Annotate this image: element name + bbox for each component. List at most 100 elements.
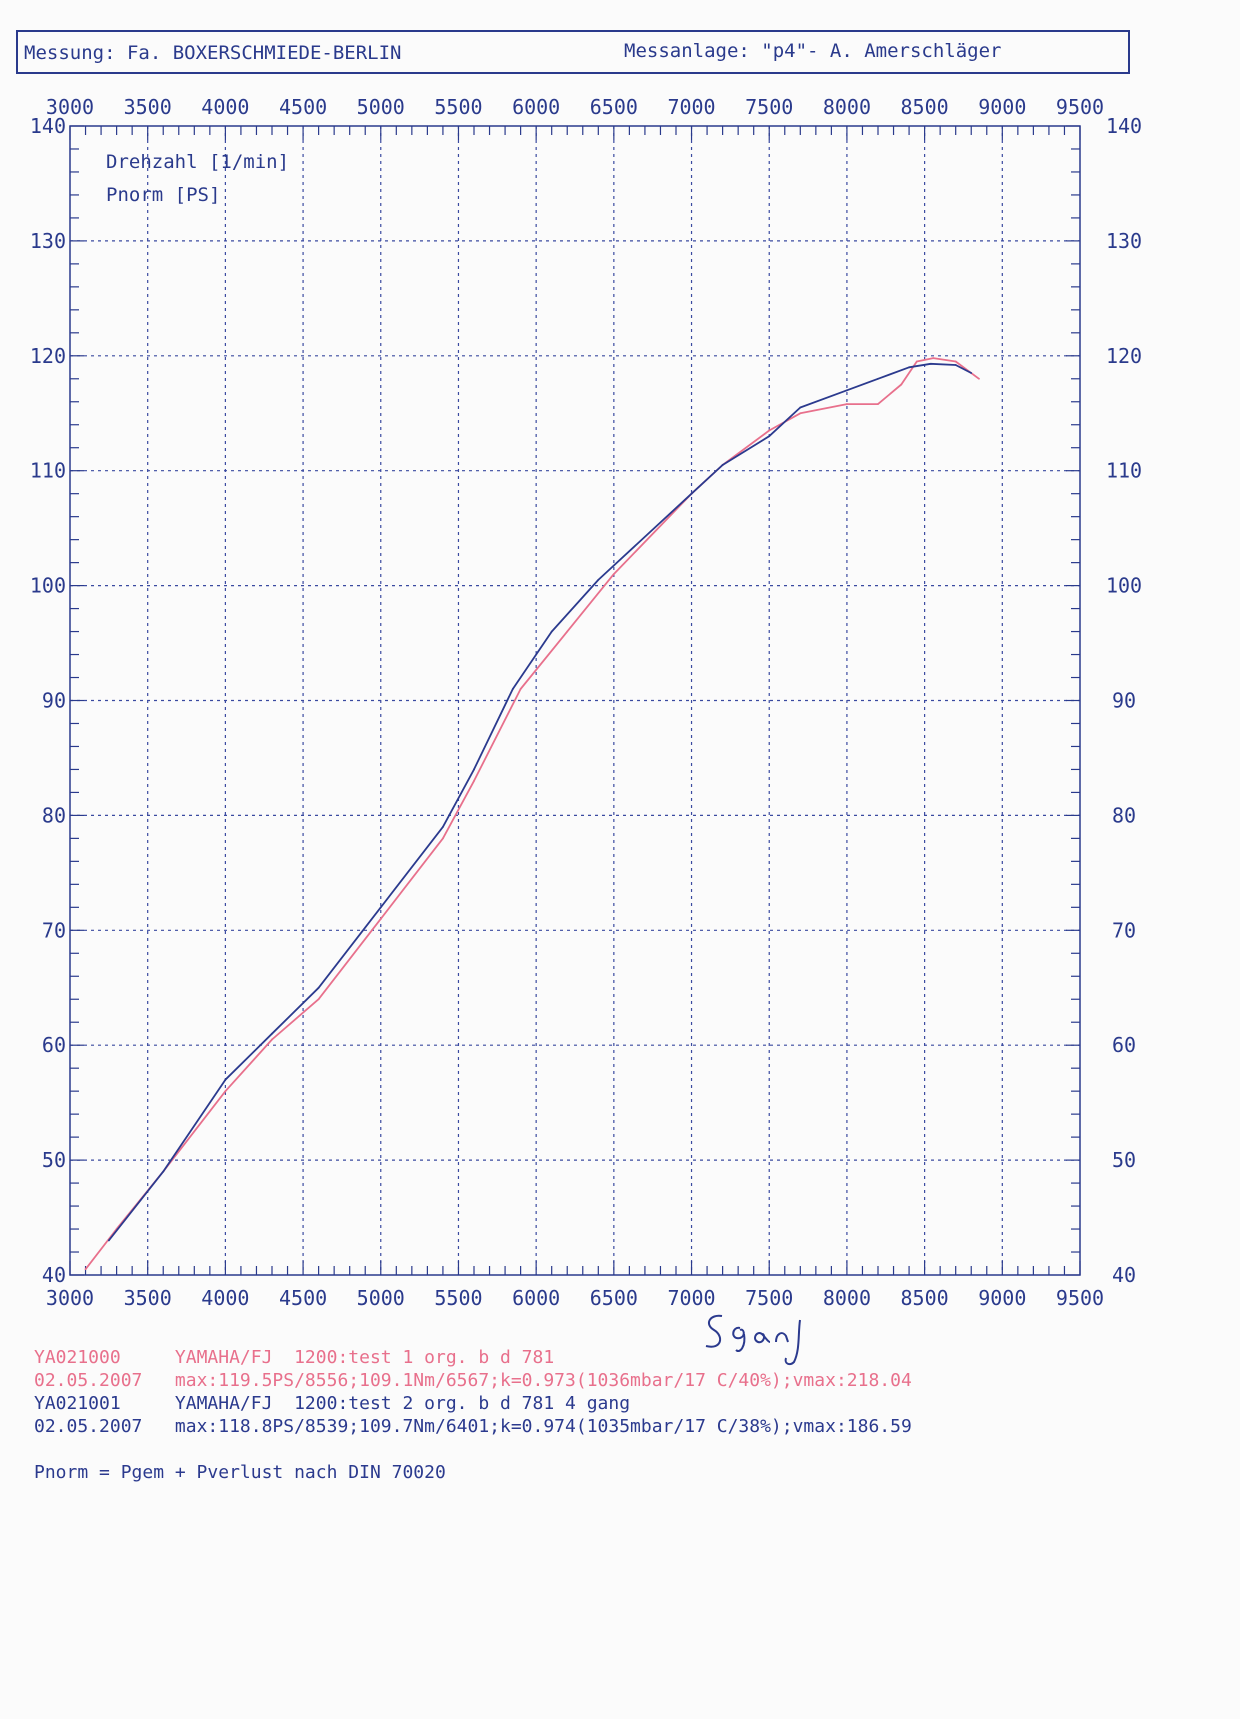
series-point: [877, 377, 879, 380]
series-point: [846, 403, 848, 405]
x-tick-label-bottom: 8000: [823, 1286, 871, 1310]
x-tick-label-top: 4500: [279, 95, 327, 119]
series-point: [915, 360, 918, 363]
run1-stats: max:119.5PS/8556;109.1Nm/6567;k=0.973(10…: [174, 1370, 912, 1391]
x-tick-label-top: 6000: [512, 95, 560, 119]
series-point: [317, 998, 320, 1001]
y-tick-label-right: 90: [1112, 689, 1136, 713]
header-facility: Messanlage: "p4"- A. Amerschläger: [624, 40, 1002, 62]
y-tick-label-left: 100: [30, 574, 66, 598]
handwritten-note-5-gang: [705, 1314, 801, 1366]
x-tick-label-bottom: 3500: [124, 1286, 172, 1310]
y-tick-label-right: 50: [1112, 1148, 1136, 1172]
series-point: [473, 780, 475, 782]
run2-date: 02.05.2007: [34, 1416, 143, 1437]
header-box: Messung: Fa. BOXERSCHMIEDE-BERLIN Messan…: [16, 30, 1130, 74]
run2-id: YA021001: [34, 1393, 121, 1414]
series-point: [768, 429, 771, 432]
series-point: [84, 1268, 87, 1271]
y-tick-label-right: 40: [1112, 1263, 1136, 1287]
x-tick-label-bottom: 8500: [901, 1286, 949, 1310]
series-point: [877, 403, 879, 405]
y-tick-label-right: 60: [1112, 1033, 1136, 1057]
series-point: [908, 366, 910, 369]
x-tick-label-bottom: 7500: [745, 1286, 793, 1310]
x-tick-label-top: 8000: [823, 95, 871, 119]
run2-line2: 02.05.2007 max:118.8PS/8539;109.7Nm/6401…: [34, 1416, 912, 1437]
series-point: [379, 917, 382, 920]
run2-title: YAMAHA/FJ 1200:test 2 org. b d 781 4 gan…: [174, 1393, 631, 1414]
series-point: [271, 1038, 273, 1041]
series-point: [954, 360, 957, 363]
y-tick-label-right: 130: [1106, 229, 1142, 253]
x-tick-label-bottom: 6000: [512, 1286, 560, 1310]
series-point: [970, 372, 973, 374]
series-point: [317, 986, 320, 989]
y-tick-label-left: 130: [30, 229, 66, 253]
x-tick-label-bottom: 9000: [978, 1286, 1026, 1310]
series-point: [107, 1239, 110, 1242]
series-point: [442, 837, 444, 840]
run1-title: YAMAHA/FJ 1200:test 1 org. b d 781: [174, 1347, 555, 1368]
series-point: [224, 1090, 227, 1093]
din-note: Pnorm = Pgem + Pverlust nach DIN 70020: [34, 1462, 446, 1483]
run2-line1: YA021001 YAMAHA/FJ 1200:test 2 org. b d …: [34, 1393, 630, 1414]
series-point: [612, 573, 615, 576]
x-tick-label-bottom: 7000: [667, 1286, 715, 1310]
x-tick-label-top: 5000: [357, 95, 405, 119]
y-tick-label-right: 110: [1106, 459, 1142, 483]
y-tick-label-left: 60: [42, 1033, 66, 1057]
x-tick-label-top: 5500: [434, 95, 482, 119]
series-point: [929, 362, 932, 365]
y-tick-label-right: 70: [1112, 918, 1136, 942]
series-point: [519, 688, 522, 690]
y-tick-label-left: 110: [30, 459, 66, 483]
run1-date: 02.05.2007: [34, 1370, 143, 1391]
series-point: [799, 412, 802, 415]
legend-line: Drehzahl [1/min]: [106, 151, 289, 173]
legend-line: Pnorm [PS]: [106, 184, 220, 206]
x-tick-label-top: 7000: [667, 95, 715, 119]
y-tick-label-right: 140: [1106, 114, 1142, 138]
series-point: [954, 364, 957, 366]
y-tick-label-left: 90: [42, 689, 66, 713]
x-tick-label-top: 3000: [46, 95, 94, 119]
header-measurement: Messung: Fa. BOXERSCHMIEDE-BERLIN: [24, 42, 402, 64]
x-tick-label-bottom: 9500: [1056, 1286, 1104, 1310]
y-tick-label-left: 70: [42, 918, 66, 942]
x-tick-label-bottom: 4000: [201, 1286, 249, 1310]
series-point: [721, 464, 724, 466]
y-tick-label-left: 80: [42, 803, 66, 827]
series-point: [597, 578, 600, 581]
series-point: [379, 906, 382, 909]
series-point: [224, 1078, 227, 1081]
y-tick-label-right: 120: [1106, 344, 1142, 368]
y-tick-label-left: 50: [42, 1148, 66, 1172]
x-tick-label-bottom: 6500: [590, 1286, 638, 1310]
x-tick-label-bottom: 4500: [279, 1286, 327, 1310]
x-tick-label-bottom: 3000: [46, 1286, 94, 1310]
run1-line1: YA021000 YAMAHA/FJ 1200:test 1 org. b d …: [34, 1347, 554, 1368]
series-point: [442, 825, 444, 828]
series-line: [108, 362, 972, 1242]
x-tick-label-top: 3500: [124, 95, 172, 119]
series-point: [932, 357, 935, 359]
series-point: [473, 768, 475, 771]
x-tick-label-top: 8500: [901, 95, 949, 119]
series-point: [550, 630, 553, 633]
x-tick-label-top: 6500: [590, 95, 638, 119]
x-tick-label-bottom: 5000: [357, 1286, 405, 1310]
y-tick-label-right: 100: [1106, 574, 1142, 598]
x-tick-label-bottom: 5500: [434, 1286, 482, 1310]
series-point: [799, 406, 802, 409]
series-point: [511, 688, 514, 690]
x-tick-label-top: 9500: [1056, 95, 1104, 119]
x-tick-label-top: 9000: [978, 95, 1026, 119]
series-point: [768, 435, 771, 438]
series-point: [566, 630, 569, 633]
run2-stats: max:118.8PS/8539;109.7Nm/6401;k=0.974(10…: [174, 1416, 912, 1437]
run1-id: YA021000: [34, 1347, 121, 1368]
x-tick-label-top: 4000: [201, 95, 249, 119]
